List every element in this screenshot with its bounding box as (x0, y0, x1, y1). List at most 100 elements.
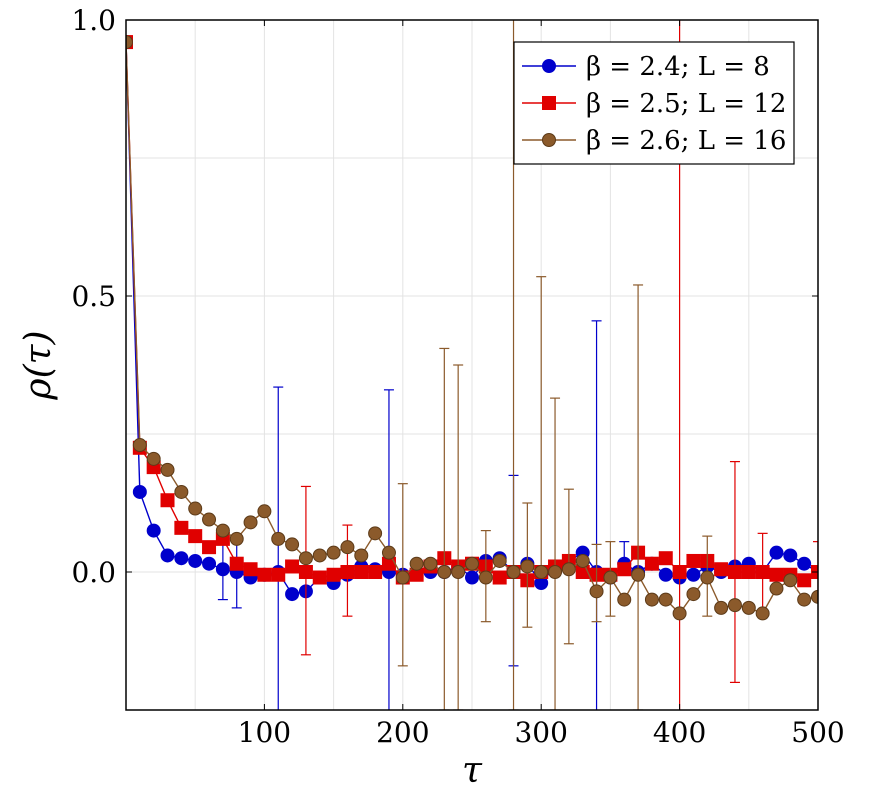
y-axis-label: ρ(τ) (18, 330, 59, 400)
data-point (174, 520, 189, 535)
data-point (423, 556, 438, 571)
data-point (215, 523, 230, 538)
data-point (534, 565, 549, 579)
x-tick-label: 200 (376, 716, 429, 749)
legend-label: β = 2.4; L = 8 (586, 52, 770, 82)
data-point (672, 565, 687, 579)
data-point (271, 531, 286, 546)
axis-ticks: 100 200 300 400 500 0.0 0.5 1.0 (71, 4, 844, 749)
data-point (797, 573, 812, 588)
data-point (783, 548, 798, 563)
legend-label: β = 2.6; L = 16 (586, 126, 786, 156)
data-point (492, 553, 507, 568)
data-point (617, 562, 632, 577)
data-point (492, 570, 507, 585)
data-point (811, 589, 818, 604)
legend: β = 2.4; L = 8 β = 2.5; L = 12 β = 2.6; L … (513, 41, 795, 165)
data-point (658, 551, 673, 566)
data-point (714, 600, 729, 615)
data-point (769, 567, 784, 582)
data-point (755, 565, 770, 579)
data-point (188, 553, 203, 568)
data-point (658, 592, 673, 607)
data-point (271, 567, 286, 582)
data-point (188, 529, 203, 544)
data-point (340, 565, 355, 579)
data-point (257, 504, 272, 519)
legend-marker (542, 59, 556, 73)
data-point (451, 565, 466, 579)
data-point (326, 567, 341, 582)
data-point (686, 553, 701, 568)
data-point (174, 484, 189, 499)
data-point (769, 545, 784, 560)
data-point (478, 570, 493, 585)
plot-frame (125, 19, 819, 711)
data-point (285, 537, 300, 552)
data-point (312, 548, 327, 563)
series-3 (126, 20, 818, 710)
data-point (188, 501, 203, 516)
data-point (202, 540, 217, 555)
data-point (298, 551, 313, 566)
data-point (354, 548, 369, 563)
data-point (727, 565, 742, 579)
data-point (202, 556, 217, 571)
data-point (160, 493, 175, 508)
data-point (672, 606, 687, 621)
y-tick-label: 1.0 (71, 4, 116, 37)
x-tick-label: 300 (514, 716, 567, 749)
data-point (686, 567, 701, 582)
data-point (285, 587, 300, 602)
data-point (257, 567, 272, 582)
data-point (644, 592, 659, 607)
data-point (727, 598, 742, 613)
x-tick-label: 500 (791, 716, 844, 749)
data-point (714, 562, 729, 577)
data-point (617, 592, 632, 607)
data-point (215, 562, 230, 577)
data-point (381, 545, 396, 560)
data-point (465, 570, 479, 585)
data-point (769, 581, 784, 596)
y-tick-label: 0.5 (71, 280, 116, 313)
x-axis-label: τ (462, 750, 483, 791)
data-point (409, 556, 424, 571)
data-point (243, 562, 258, 577)
data-point (312, 570, 327, 585)
data-point (340, 540, 355, 555)
x-tick-label: 400 (653, 716, 706, 749)
x-tick-label: 100 (238, 716, 291, 749)
legend-marker (542, 96, 556, 110)
data-point (126, 35, 133, 50)
data-point (229, 556, 244, 571)
data-point (658, 567, 673, 582)
y-tick-label: 0.0 (71, 556, 116, 589)
data-point (368, 565, 383, 579)
data-point (603, 570, 618, 585)
data-point (132, 484, 147, 499)
data-point (797, 592, 812, 607)
data-point (686, 587, 701, 602)
data-point (741, 600, 756, 615)
data-point (395, 570, 410, 585)
data-point (146, 523, 161, 538)
data-point (354, 565, 369, 579)
data-point (146, 451, 161, 466)
data-point (797, 556, 812, 571)
data-point (437, 565, 452, 579)
data-point (644, 556, 659, 571)
data-point (700, 570, 715, 585)
data-point (506, 565, 521, 579)
data-point (520, 559, 535, 574)
data-point (575, 553, 590, 568)
data-point (132, 438, 147, 453)
data-point (368, 526, 383, 541)
data-point (561, 562, 576, 577)
data-point (755, 606, 770, 621)
data-point (285, 559, 300, 574)
data-series (126, 20, 818, 710)
data-point (326, 545, 341, 560)
data-point (174, 551, 189, 566)
